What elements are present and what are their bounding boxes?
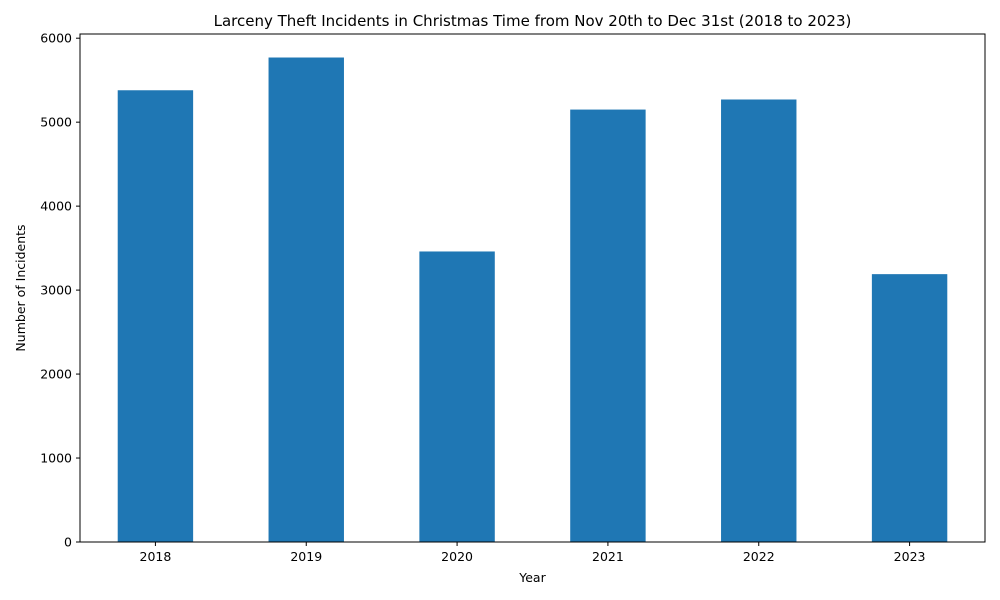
y-axis-ticks: 0 1000 2000 3000 4000 5000 6000 bbox=[40, 31, 80, 550]
y-axis-label: Number of Incidents bbox=[13, 224, 28, 351]
bar-2020 bbox=[419, 251, 495, 543]
bars-group bbox=[117, 57, 948, 543]
x-tick-label: 2020 bbox=[441, 549, 473, 564]
bar-2021 bbox=[570, 109, 646, 542]
x-tick-label: 2022 bbox=[743, 549, 775, 564]
plot-area-frame bbox=[79, 33, 986, 543]
x-tick-label: 2023 bbox=[894, 549, 926, 564]
chart-title: Larceny Theft Incidents in Christmas Tim… bbox=[214, 12, 852, 30]
x-tick-label: 2021 bbox=[592, 549, 624, 564]
bar-2023 bbox=[871, 274, 948, 542]
x-axis-ticks: 2018 2019 2020 2021 2022 2023 bbox=[140, 542, 926, 564]
y-tick-label: 6000 bbox=[40, 31, 72, 46]
bar-2022 bbox=[721, 99, 797, 543]
y-tick-label: 5000 bbox=[40, 115, 72, 130]
y-tick-label: 4000 bbox=[40, 199, 72, 214]
x-tick-label: 2019 bbox=[290, 549, 322, 564]
y-tick-label: 1000 bbox=[40, 451, 72, 466]
y-tick-label: 3000 bbox=[40, 283, 72, 298]
y-tick-label: 2000 bbox=[40, 367, 72, 382]
bar-2018 bbox=[117, 90, 194, 543]
bar-2019 bbox=[268, 57, 344, 542]
y-tick-label: 0 bbox=[64, 535, 72, 550]
x-tick-label: 2018 bbox=[140, 549, 172, 564]
x-axis-label: Year bbox=[518, 570, 546, 585]
